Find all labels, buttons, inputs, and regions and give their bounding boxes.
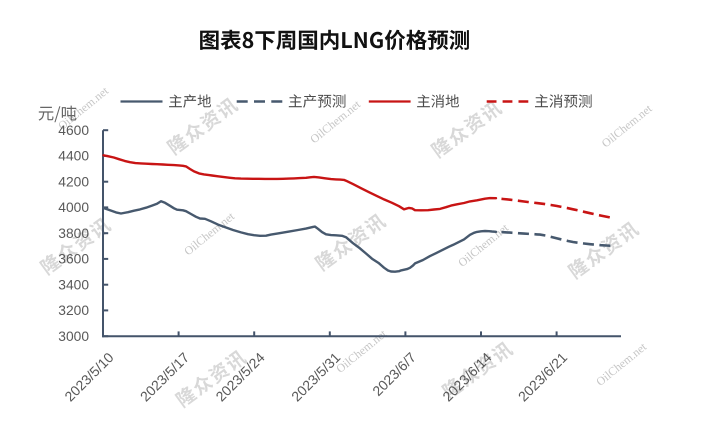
svg-text:3200: 3200 bbox=[58, 303, 89, 318]
svg-text:4400: 4400 bbox=[58, 149, 89, 164]
svg-text:3600: 3600 bbox=[58, 252, 89, 267]
svg-text:4200: 4200 bbox=[58, 175, 89, 190]
svg-text:3800: 3800 bbox=[58, 226, 89, 241]
svg-text:3400: 3400 bbox=[58, 278, 89, 293]
svg-text:4600: 4600 bbox=[58, 123, 89, 138]
svg-text:3000: 3000 bbox=[58, 329, 89, 344]
svg-text:4000: 4000 bbox=[58, 200, 89, 215]
